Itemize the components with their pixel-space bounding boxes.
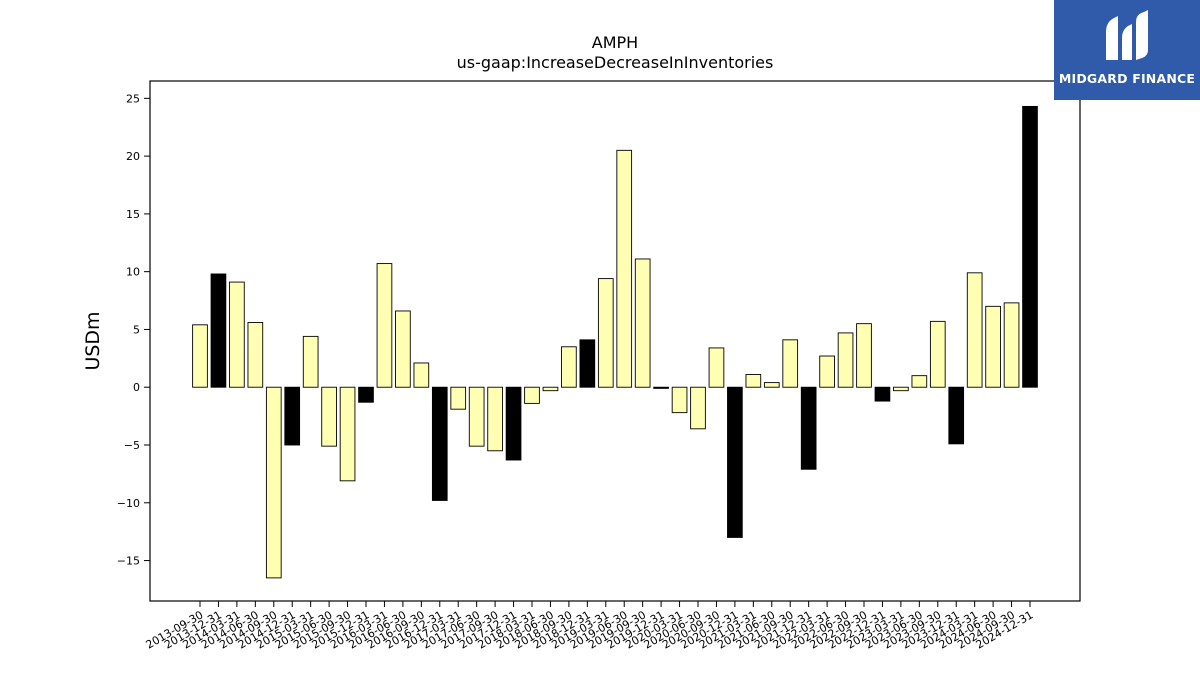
bar-2014-09-30 [265, 386, 282, 579]
bar-2019-06-30 [616, 149, 633, 388]
bar-2018-06-30 [542, 386, 559, 392]
bar-2021-12-31 [800, 386, 817, 470]
chart-subtitle: us-gaap:IncreaseDecreaseInInventories [457, 53, 774, 72]
bar-2016-12-31 [431, 386, 448, 501]
bar-2014-12-31 [284, 386, 301, 446]
bar-2024-09-30 [1003, 302, 1020, 388]
bar-2020-09-30 [708, 347, 725, 388]
bar-2015-06-30 [321, 386, 337, 447]
brand-name: MIDGARD FINANCE [1058, 71, 1196, 86]
bar-2018-12-31 [579, 339, 596, 388]
y-tick-label: 10 [126, 266, 140, 279]
bar-2023-12-31 [948, 386, 965, 445]
bar-2017-03-31 [450, 386, 467, 410]
plot-frame [149, 80, 1081, 602]
bar-2013-09-30 [192, 324, 208, 388]
chart-title: AMPH [592, 33, 638, 52]
bar-2015-09-30 [339, 386, 356, 482]
bar-2024-12-31 [1022, 105, 1038, 388]
y-tick-label: 5 [133, 323, 140, 336]
y-tick-label: 0 [133, 381, 140, 394]
bar-2022-03-31 [819, 355, 835, 388]
y-tick-label: −15 [117, 555, 140, 568]
bar-2015-12-31 [358, 386, 374, 403]
y-tick-label: 25 [126, 92, 140, 105]
y-axis-ticks: −15 −10 −5 0 5 10 15 20 25 [117, 92, 150, 568]
brand-logo: MIDGARD FINANCE [1054, 0, 1200, 100]
bar-2024-03-31 [966, 272, 983, 388]
bar-2020-03-31 [671, 386, 688, 414]
bar-2021-03-31 [745, 374, 762, 388]
bar-2017-06-30 [468, 386, 485, 447]
midgard-logo-icon [1106, 10, 1148, 60]
bar-2019-03-31 [597, 278, 614, 388]
bar-2020-06-30 [690, 386, 706, 430]
bar-2014-06-30 [247, 322, 264, 388]
bar-2013-12-31 [210, 273, 227, 388]
bar-2022-12-31 [874, 386, 891, 402]
y-tick-label: 15 [126, 208, 140, 221]
y-tick-label: −5 [124, 439, 140, 452]
bar-2023-03-31 [893, 386, 909, 392]
bar-2016-06-30 [395, 310, 411, 388]
bar-2017-09-30 [487, 386, 503, 452]
bar-2022-06-30 [837, 332, 854, 388]
y-axis-label: USDm [82, 311, 104, 370]
bar-2023-06-30 [911, 375, 928, 388]
bar-2014-03-31 [229, 281, 245, 388]
bar-2018-03-31 [524, 386, 540, 404]
bar-2017-12-31 [505, 386, 522, 461]
bar-2021-06-30 [763, 382, 780, 388]
bar-2023-09-30 [929, 320, 946, 388]
bar-2019-12-31 [653, 386, 669, 389]
bars-group [192, 105, 1038, 579]
bar-2019-09-30 [634, 258, 651, 388]
y-tick-label: 20 [126, 150, 140, 163]
y-tick-label: −10 [117, 497, 140, 510]
bar-2024-06-30 [985, 305, 1001, 388]
bar-2015-03-31 [302, 335, 319, 388]
bar-2016-03-31 [376, 263, 393, 388]
bar-2018-09-30 [561, 346, 577, 388]
bar-2016-09-30 [413, 362, 430, 388]
bar-2020-12-31 [727, 386, 743, 538]
x-axis-ticks: 2013-09-302013-12-312014-03-312014-06-30… [144, 601, 1036, 652]
bar-2021-09-30 [782, 339, 799, 388]
bar-2022-09-30 [856, 323, 872, 388]
